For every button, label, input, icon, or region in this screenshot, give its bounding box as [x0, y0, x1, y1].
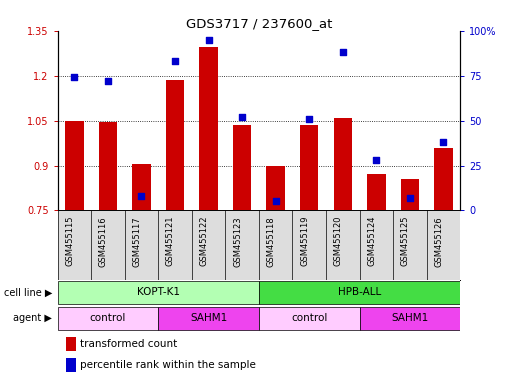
- Text: SAHM1: SAHM1: [190, 313, 227, 323]
- Text: SAHM1: SAHM1: [391, 313, 428, 323]
- Bar: [367, 174, 385, 210]
- Text: GSM455125: GSM455125: [401, 216, 410, 266]
- Point: [104, 78, 112, 84]
- Text: GSM455121: GSM455121: [166, 216, 175, 266]
- Point: [439, 139, 448, 145]
- Bar: [233, 125, 252, 210]
- Text: GSM455117: GSM455117: [132, 216, 141, 266]
- Text: cell line ▶: cell line ▶: [4, 288, 52, 298]
- Point: [338, 49, 347, 55]
- Point: [406, 195, 414, 201]
- Text: agent ▶: agent ▶: [14, 313, 52, 323]
- Text: GSM455120: GSM455120: [334, 216, 343, 266]
- Point: [70, 74, 78, 81]
- Text: percentile rank within the sample: percentile rank within the sample: [79, 360, 256, 370]
- Bar: [58, 307, 158, 330]
- Text: GSM455118: GSM455118: [267, 216, 276, 266]
- Text: GSM455122: GSM455122: [200, 216, 209, 266]
- Bar: [166, 80, 184, 210]
- Bar: [65, 337, 76, 351]
- Bar: [334, 118, 352, 210]
- Title: GDS3717 / 237600_at: GDS3717 / 237600_at: [186, 17, 332, 30]
- Bar: [401, 179, 419, 210]
- Point: [137, 193, 145, 199]
- Bar: [158, 307, 259, 330]
- Text: GSM455126: GSM455126: [435, 216, 444, 266]
- Point: [305, 116, 313, 122]
- Point: [271, 199, 280, 205]
- Text: KOPT-K1: KOPT-K1: [137, 287, 180, 297]
- Bar: [266, 166, 285, 210]
- Bar: [132, 164, 151, 210]
- Text: GSM455119: GSM455119: [300, 216, 309, 266]
- Text: GSM455116: GSM455116: [99, 216, 108, 266]
- Text: control: control: [89, 313, 126, 323]
- Point: [171, 58, 179, 65]
- Bar: [360, 307, 460, 330]
- Text: transformed count: transformed count: [79, 339, 177, 349]
- Text: control: control: [291, 313, 327, 323]
- Bar: [300, 125, 319, 210]
- Bar: [65, 358, 76, 372]
- Text: GSM455124: GSM455124: [367, 216, 377, 266]
- Point: [372, 157, 381, 163]
- Bar: [434, 147, 453, 210]
- Text: GSM455123: GSM455123: [233, 216, 242, 266]
- Point: [204, 36, 213, 43]
- Bar: [99, 122, 117, 210]
- Text: HPB-ALL: HPB-ALL: [338, 287, 381, 297]
- Bar: [199, 47, 218, 210]
- Bar: [259, 307, 360, 330]
- Bar: [259, 281, 460, 304]
- Text: GSM455115: GSM455115: [65, 216, 74, 266]
- Point: [238, 114, 246, 120]
- Bar: [65, 121, 84, 210]
- Bar: [58, 281, 259, 304]
